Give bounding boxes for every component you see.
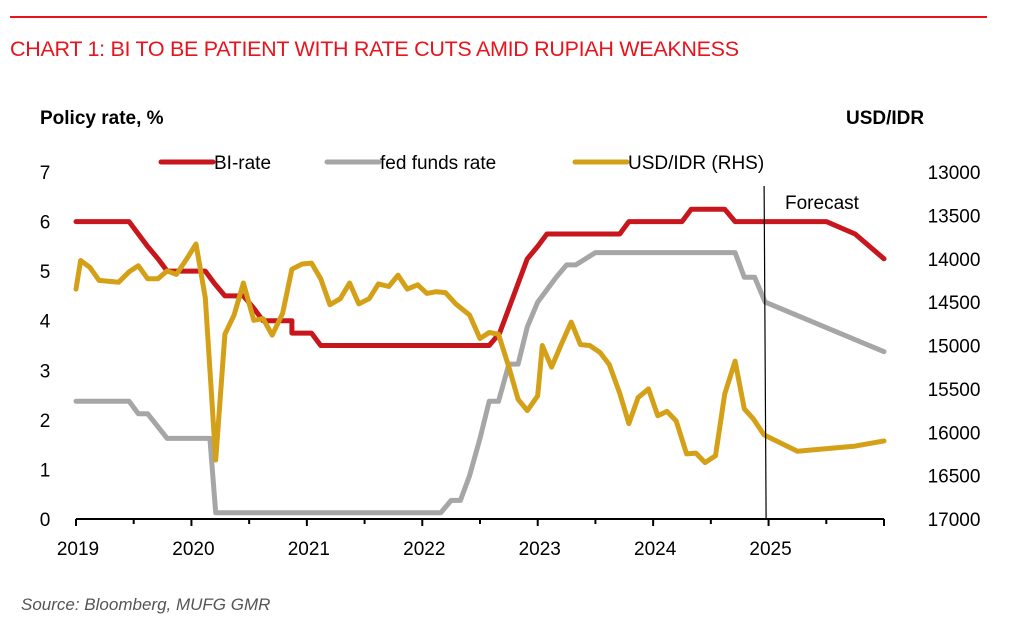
y-right-tick-label: 16000 (928, 423, 981, 444)
y-left-tick-label: 7 (40, 163, 51, 184)
x-tick-label: 2021 (288, 539, 330, 560)
right-axis-label: USD/IDR (846, 108, 925, 129)
y-right-tick-label: 13000 (928, 163, 981, 184)
y-left-tick-label: 6 (40, 213, 51, 234)
y-left-tick-label: 2 (40, 411, 51, 432)
forecast-label: Forecast (785, 193, 860, 214)
y-right-tick-label: 14500 (928, 293, 981, 314)
legend-label: fed funds rate (380, 153, 496, 174)
x-tick-label: 2025 (749, 539, 791, 560)
y-left-tick-label: 0 (40, 510, 51, 531)
left-axis-label: Policy rate, % (40, 108, 164, 129)
x-tick-label: 2020 (172, 539, 214, 560)
y-left-tick-label: 5 (40, 262, 51, 283)
source-note: Source: Bloomberg, MUFG GMR (21, 595, 271, 614)
legend-label: USD/IDR (RHS) (628, 153, 764, 174)
legend-item: BI-rate (158, 153, 271, 174)
x-tick-label: 2022 (403, 539, 445, 560)
y-right-tick-label: 15500 (928, 380, 981, 401)
series-line-usd-idr-rhs (73, 241, 887, 466)
top-rule (10, 16, 987, 18)
x-tick-label: 2023 (519, 539, 561, 560)
forecast-divider (763, 185, 767, 520)
x-tick-label: 2019 (57, 539, 99, 560)
series-line-fed-funds-rate (73, 250, 887, 516)
y-right-tick-label: 15000 (928, 337, 981, 358)
legend-item: fed funds rate (324, 153, 496, 174)
y-right-tick-label: 13500 (928, 206, 981, 227)
y-right-tick-label: 17000 (928, 510, 981, 531)
chart-title: CHART 1: BI TO BE PATIENT WITH RATE CUTS… (10, 37, 739, 61)
legend-label: BI-rate (214, 153, 271, 174)
legend-item: USD/IDR (RHS) (572, 153, 764, 174)
y-left-tick-label: 4 (40, 312, 51, 333)
y-right-tick-label: 16500 (928, 467, 981, 488)
y-right-tick-label: 14000 (928, 250, 981, 271)
y-left-tick-label: 3 (40, 361, 51, 382)
series-line-bi-rate (73, 206, 887, 348)
x-tick-label: 2024 (634, 539, 677, 560)
y-left-tick-label: 1 (40, 460, 51, 481)
